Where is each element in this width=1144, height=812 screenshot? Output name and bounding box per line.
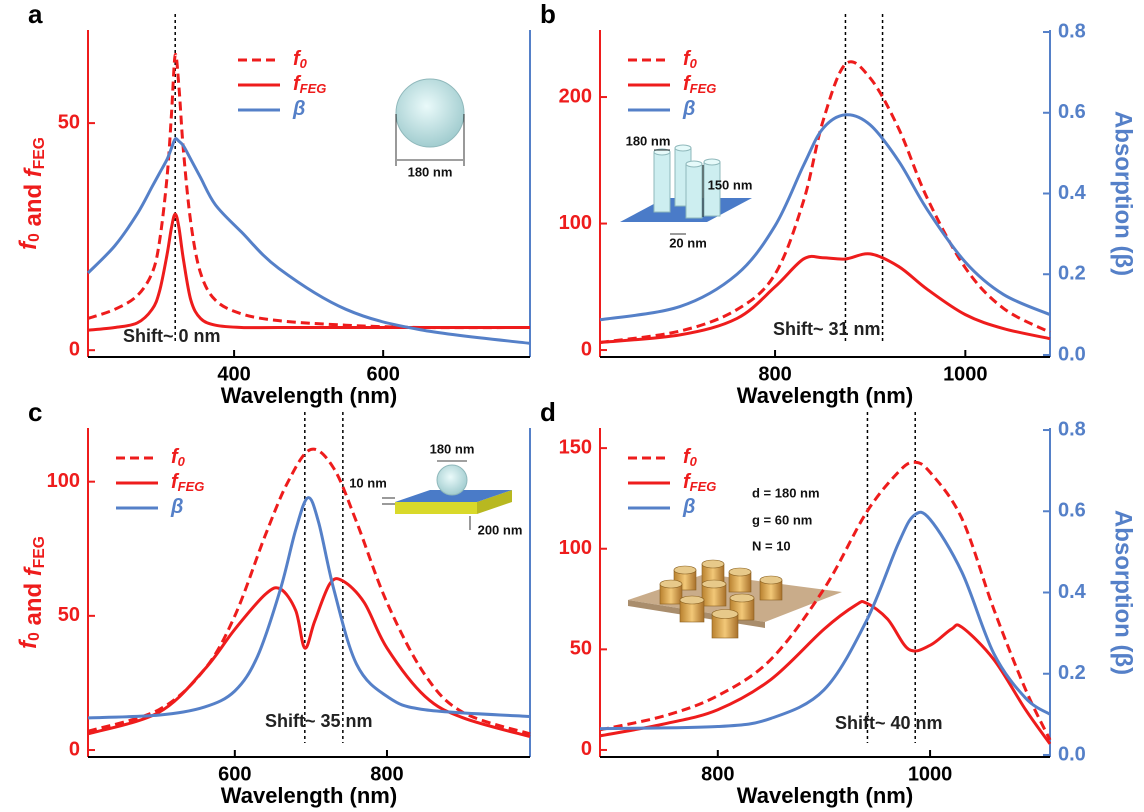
panel-label: c — [28, 397, 42, 427]
panel-label: a — [28, 0, 43, 29]
inset-a — [396, 79, 464, 166]
legend-label: fFEG — [171, 471, 204, 494]
y2-axis-label: Absorption (β) — [1110, 510, 1137, 675]
inset-d — [628, 560, 842, 638]
x-tick-label: 800 — [701, 763, 734, 785]
legend-label: f0 — [293, 48, 308, 71]
figure: a400600050Wavelength (nm)f0 and fFEGf0fF… — [0, 0, 1144, 812]
legend-label: β — [292, 98, 305, 120]
y-tick-label: 150 — [559, 436, 592, 458]
y2-tick-label: 0.8 — [1058, 418, 1086, 440]
y-tick-label: 100 — [47, 470, 80, 492]
shift-annotation: Shift~ 40 nm — [835, 713, 943, 733]
legend-label: fFEG — [683, 471, 716, 494]
y2-tick-label: 0.6 — [1058, 101, 1086, 123]
y2-tick-label: 0.4 — [1058, 182, 1087, 204]
inset-label: g = 60 nm — [752, 512, 812, 527]
data-line — [88, 139, 530, 344]
y2-tick-label: 0.2 — [1058, 263, 1086, 285]
inset-label: 150 nm — [708, 177, 753, 192]
x-axis-label: Wavelength (nm) — [221, 783, 397, 808]
shift-annotation: Shift~ 31 nm — [773, 319, 881, 339]
inset-label: 180 nm — [408, 164, 453, 179]
y-axis-label: f0 and fFEG — [15, 536, 48, 649]
legend-label: β — [170, 496, 183, 518]
x-tick-label: 1000 — [943, 363, 988, 385]
inset-label: 180 nm — [430, 441, 475, 456]
y-tick-label: 0 — [581, 738, 592, 760]
inset-label: d = 180 nm — [752, 485, 820, 500]
shift-annotation: Shift~ 0 nm — [123, 326, 221, 346]
y2-tick-label: 0.6 — [1058, 500, 1086, 522]
y-tick-label: 0 — [581, 338, 592, 360]
shift-annotation: Shift~ 35 nm — [265, 711, 373, 731]
legend-label: f0 — [683, 446, 698, 469]
y-axis-label: f0 and fFEG — [15, 137, 48, 250]
y-tick-label: 0 — [69, 338, 80, 360]
y2-tick-label: 0.4 — [1058, 581, 1087, 603]
y-tick-label: 200 — [559, 85, 592, 107]
data-line — [88, 498, 530, 718]
x-axis-label: Wavelength (nm) — [737, 783, 913, 808]
inset-label: 10 nm — [349, 475, 387, 490]
y2-tick-label: 0.0 — [1058, 343, 1086, 365]
legend-label: f0 — [171, 446, 186, 469]
y-tick-label: 100 — [559, 212, 592, 234]
legend-label: f0 — [683, 48, 698, 71]
inset-label: 180 nm — [626, 133, 671, 148]
data-line — [88, 214, 530, 330]
y-tick-label: 50 — [58, 111, 80, 133]
y-tick-label: 50 — [58, 604, 80, 626]
inset-c — [382, 461, 512, 530]
inset-label: 20 nm — [669, 235, 707, 250]
panel-label: b — [540, 0, 556, 29]
x-axis-label: Wavelength (nm) — [737, 383, 913, 408]
y2-axis-label: Absorption (β) — [1110, 111, 1137, 276]
panel-label: d — [540, 397, 556, 427]
legend-label: fFEG — [683, 73, 716, 96]
x-tick-label: 1000 — [908, 763, 953, 785]
y2-tick-label: 0.0 — [1058, 743, 1086, 765]
y-tick-label: 50 — [570, 638, 592, 660]
y2-tick-label: 0.2 — [1058, 662, 1086, 684]
x-axis-label: Wavelength (nm) — [221, 383, 397, 408]
y-tick-label: 100 — [559, 537, 592, 559]
y-tick-label: 0 — [69, 738, 80, 760]
data-line — [600, 512, 1050, 728]
legend-label: β — [682, 98, 695, 120]
inset-label: 200 nm — [478, 522, 523, 537]
legend-label: β — [682, 496, 695, 518]
y2-tick-label: 0.8 — [1058, 20, 1086, 42]
legend-label: fFEG — [293, 73, 326, 96]
inset-label: N = 10 — [752, 538, 791, 553]
